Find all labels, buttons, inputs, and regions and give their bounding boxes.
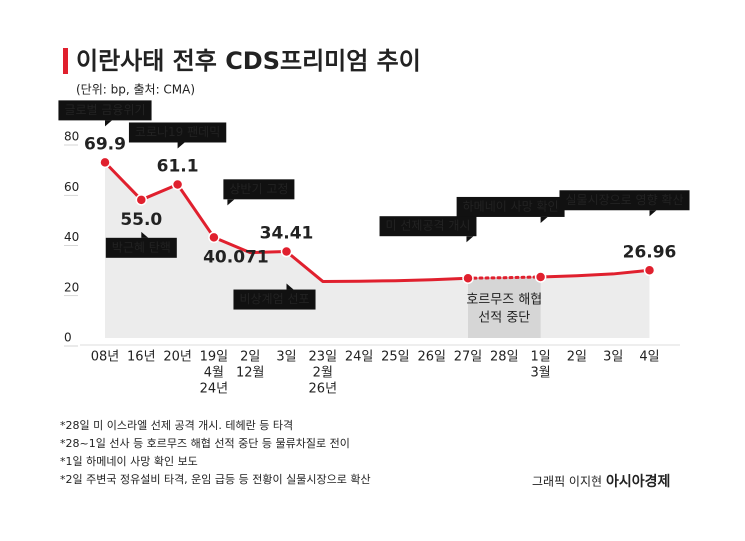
callout-pointer	[227, 199, 235, 206]
x-tick-label: 4월	[204, 366, 224, 381]
note: *28~1일 선사 등 호르무즈 해협 선적 중단 등 물류차질로 전이	[60, 436, 350, 450]
callout-pointer	[540, 216, 548, 223]
x-tick-label: 3월	[530, 366, 550, 381]
x-tick-label: 26일	[417, 350, 446, 365]
point	[171, 178, 184, 191]
value-label: 40.071	[203, 247, 269, 267]
x-tick-label: 24년	[200, 382, 229, 397]
point	[643, 264, 656, 277]
callout-box	[58, 100, 152, 121]
callout-label: 글로벌 금융위기	[64, 103, 145, 117]
highlight-band	[468, 276, 541, 338]
x-tick-label: 2월	[313, 366, 333, 381]
callout-label: 하메네이 사망 확인	[463, 199, 559, 213]
x-tick-label: 2일	[240, 350, 260, 365]
x-tick-label: 27일	[454, 350, 483, 365]
line	[540, 268, 650, 279]
callout-pointer	[105, 120, 112, 127]
x-tick-label: 23일	[309, 350, 338, 365]
point	[208, 231, 220, 244]
x-tick-label: 3일	[603, 350, 623, 365]
x-tick-label: 2일	[567, 350, 587, 365]
value-label: 55.0	[120, 210, 162, 230]
point	[462, 272, 474, 284]
x-tick-label: 4일	[639, 350, 659, 365]
point	[99, 156, 111, 169]
x-tick-label: 25일	[381, 350, 410, 365]
callout-box	[456, 196, 565, 217]
y-tick-label: 20	[64, 280, 79, 294]
callout-box	[223, 179, 295, 200]
callout-pointer	[466, 236, 474, 243]
note: *28일 미 이스라엘 선제 공격 개시. 테헤란 등 타격	[60, 418, 293, 432]
chart-subtitle: (단위: bp, 출처: CMA)	[76, 83, 195, 97]
callout-label: 상반기 고정	[229, 182, 288, 196]
brand: 아시아경제	[606, 473, 670, 490]
callout-pointer	[177, 142, 185, 149]
x-tick-label: 3일	[276, 350, 296, 365]
point	[135, 194, 148, 206]
callout-label: 실물시장으로 영향 확산	[565, 193, 683, 207]
value-label: 69.9	[84, 134, 126, 154]
note: *1일 하메네이 사망 확인 보도	[60, 454, 198, 468]
y-tick-label: 80	[64, 130, 79, 144]
callout-box	[559, 190, 690, 211]
point	[534, 271, 547, 283]
callout-pointer	[649, 210, 657, 217]
callout-label: 박근혜 탄핵	[112, 240, 171, 254]
x-tick-label: 08년	[91, 350, 120, 365]
x-tick-label: 19일	[200, 350, 229, 365]
y-tick-label: 40	[64, 230, 79, 244]
x-tick-label: 24일	[345, 350, 374, 365]
callout-label: 미 선제공격 개시	[386, 219, 471, 233]
point	[280, 245, 293, 258]
y-tick-label: 0	[64, 331, 72, 345]
x-tick-label: 26년	[309, 382, 338, 397]
value-label: 34.41	[260, 224, 314, 244]
credit: 그래픽 이지현	[532, 475, 602, 489]
x-tick-label: 20년	[163, 350, 192, 365]
value-label: 26.96	[623, 242, 677, 262]
x-tick-label: 1일	[530, 350, 550, 365]
note: *2일 주변국 정유설비 타격, 운임 급등 등 전황이 실물시장으로 확산	[60, 472, 371, 486]
x-tick-label: 28일	[490, 350, 519, 365]
y-tick-label: 60	[64, 180, 79, 194]
highlight-label: 선적 중단	[478, 311, 530, 326]
title-bar	[63, 48, 68, 74]
chart-title: 이란사태 전후 CDS프리미엄 추이	[76, 47, 421, 75]
x-tick-label: 16년	[127, 350, 156, 365]
x-tick-label: 12월	[236, 366, 265, 381]
value-label: 61.1	[157, 156, 199, 176]
callout-box	[128, 122, 227, 143]
callout-label: 비상계엄 선포	[239, 292, 309, 306]
callout-label: 코로나19 팬데믹	[135, 125, 220, 139]
callout-pointer	[286, 283, 294, 290]
line-dotted	[466, 275, 543, 280]
callout-box	[233, 289, 316, 310]
callout-box	[379, 216, 477, 237]
callout-pointer	[141, 231, 149, 238]
highlight-label: 호르무즈 해협	[466, 293, 542, 308]
callout-box	[105, 237, 177, 258]
